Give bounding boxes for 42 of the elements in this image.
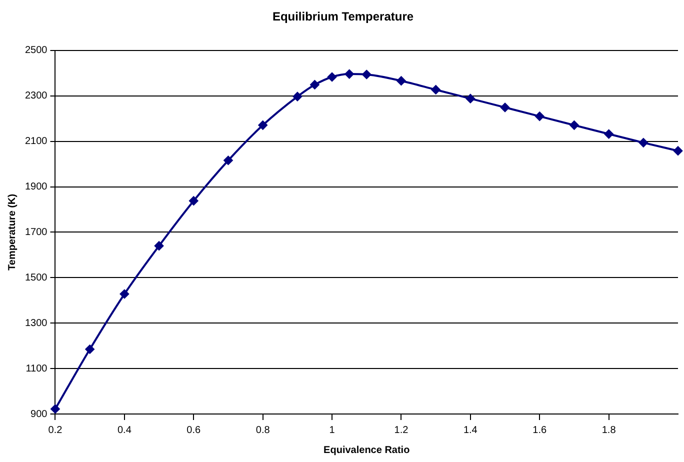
x-tick-label: 1.2 bbox=[394, 424, 409, 436]
x-tick-label: 1.6 bbox=[532, 424, 547, 436]
point bbox=[674, 146, 682, 156]
point bbox=[258, 120, 268, 130]
point bbox=[85, 344, 94, 354]
y-tick-label: 900 bbox=[30, 408, 48, 420]
y-tick-label: 1900 bbox=[24, 182, 48, 192]
chart-title: Equilibrium Temperature bbox=[272, 10, 414, 24]
point bbox=[362, 70, 372, 79]
y-tick-label: 1300 bbox=[24, 318, 48, 329]
point bbox=[431, 85, 440, 94]
point bbox=[466, 94, 475, 104]
point bbox=[189, 196, 198, 206]
x-tick-label: 0.8 bbox=[256, 424, 270, 436]
point bbox=[224, 156, 233, 165]
y-tick-label: 1100 bbox=[26, 363, 48, 374]
y-tick-label: 2100 bbox=[24, 136, 48, 148]
x-tick-label: 0.2 bbox=[48, 424, 63, 436]
x-tick-label: 0.6 bbox=[186, 424, 202, 436]
x-tick-label: 0.4 bbox=[117, 424, 132, 436]
point bbox=[310, 80, 320, 90]
point bbox=[50, 404, 60, 414]
point bbox=[154, 241, 164, 250]
x-tick-label: 1.8 bbox=[602, 424, 616, 436]
point bbox=[328, 72, 337, 82]
y-tick-label: 1700 bbox=[24, 226, 48, 238]
point bbox=[570, 120, 579, 130]
point bbox=[396, 76, 406, 86]
point bbox=[604, 130, 614, 139]
y-tick-label: 1500 bbox=[24, 272, 48, 284]
y-tick-label: 2500 bbox=[24, 45, 48, 56]
point bbox=[344, 70, 354, 79]
y-tick-label: 2300 bbox=[24, 90, 48, 102]
point bbox=[120, 290, 129, 299]
point bbox=[638, 138, 648, 148]
point bbox=[535, 112, 544, 121]
x-tick-label: 1 bbox=[329, 424, 336, 436]
point bbox=[292, 92, 302, 102]
x-tick-label: 1.4 bbox=[463, 424, 478, 436]
point bbox=[500, 102, 510, 112]
y-axis-title: Temperature (K) bbox=[6, 194, 18, 270]
x-axis-title: Equivalence Ratio bbox=[324, 444, 410, 456]
